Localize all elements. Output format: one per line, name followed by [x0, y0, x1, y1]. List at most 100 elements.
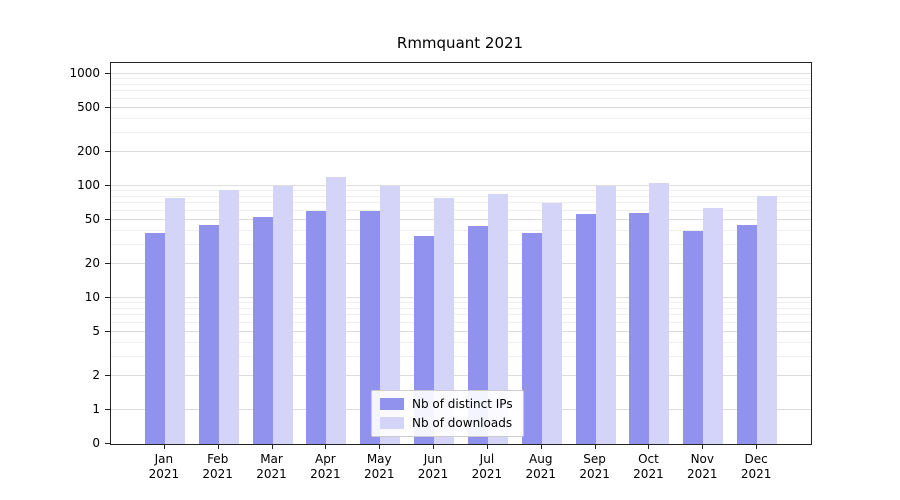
gridline-major	[111, 106, 811, 108]
y-tick-label: 10	[84, 290, 100, 304]
y-tick-label: 2	[92, 368, 100, 383]
legend-label-downloads: Nb of downloads	[412, 416, 513, 430]
bar-downloads-aug	[541, 202, 562, 444]
x-tick-label-month: Sep	[583, 452, 606, 466]
x-tick-mark	[217, 444, 219, 449]
y-tick-mark	[105, 330, 110, 332]
gridline-minor	[111, 302, 811, 304]
gridline-minor	[111, 78, 811, 80]
chart-title: Rmmquant 2021	[396, 34, 524, 52]
gridline-minor	[111, 117, 811, 119]
x-tick-label-month: Nov	[690, 452, 714, 466]
x-tick-label-year: 2021	[202, 467, 233, 481]
y-tick-label: 50	[84, 211, 100, 226]
gridline-major	[111, 263, 811, 265]
legend-swatch-downloads	[380, 417, 404, 429]
y-tick-mark	[105, 185, 110, 186]
plot-area: Nb of distinct IPs Nb of downloads	[110, 62, 812, 445]
x-tick-label: Mar 2021	[240, 452, 304, 482]
gridline-major	[111, 218, 811, 220]
x-tick-label-year: 2021	[687, 467, 718, 481]
x-tick-label: Dec 2021	[724, 452, 788, 482]
x-tick-mark	[756, 444, 758, 449]
x-tick-mark	[271, 444, 273, 449]
x-tick-label-month: Mar	[260, 452, 283, 466]
x-tick-label: Nov 2021	[670, 452, 734, 482]
x-tick-mark	[594, 444, 596, 449]
bar-downloads-may	[380, 186, 401, 444]
x-tick-label: May 2021	[347, 452, 411, 482]
bar-downloads-feb	[218, 190, 239, 444]
y-tick-mark	[105, 409, 110, 410]
x-tick-label: Jul 2021	[455, 452, 519, 482]
gridline-minor	[111, 131, 811, 133]
gridline-minor	[111, 209, 811, 211]
bar-distinct-ips-may	[360, 210, 381, 444]
y-tick-mark	[105, 106, 110, 108]
x-tick-mark	[433, 444, 435, 449]
x-tick-label: Jun 2021	[401, 452, 465, 482]
y-tick-label: 200	[77, 144, 100, 159]
x-tick-label-month: Aug	[529, 452, 553, 466]
bar-distinct-ips-aug	[521, 233, 542, 444]
x-tick-label-year: 2021	[310, 467, 341, 481]
gridline-minor	[111, 341, 811, 343]
legend-swatch-distinct-ips	[380, 398, 404, 410]
gridline-minor	[111, 307, 811, 309]
y-tick-label: 1	[92, 402, 100, 416]
bar-distinct-ips-apr	[306, 210, 327, 444]
x-tick-label: Aug 2021	[509, 452, 573, 482]
y-tick-mark	[105, 375, 110, 377]
bar-distinct-ips-feb	[198, 224, 219, 444]
y-tick-label: 5	[92, 323, 100, 338]
y-tick-label: 0	[92, 436, 100, 450]
gridline-minor	[111, 97, 811, 99]
x-tick-label-month: Jan	[154, 452, 174, 466]
gridline-major	[111, 151, 811, 153]
gridline-major	[111, 297, 811, 298]
x-tick-mark	[163, 444, 165, 449]
gridline-minor	[111, 83, 811, 85]
gridline-minor	[111, 90, 811, 92]
legend-label-distinct-ips: Nb of distinct IPs	[412, 397, 513, 411]
y-tick-mark	[105, 73, 110, 74]
bar-distinct-ips-oct	[629, 212, 650, 444]
x-tick-label-year: 2021	[363, 467, 395, 481]
bar-downloads-jun	[434, 198, 455, 444]
x-tick-label-month: Jun	[423, 452, 443, 466]
bar-distinct-ips-mar	[252, 216, 273, 444]
x-tick-label-year: 2021	[148, 467, 180, 481]
y-tick-label: 20	[84, 256, 100, 271]
x-tick-label: Apr 2021	[293, 452, 357, 482]
y-tick-mark	[105, 218, 110, 220]
bar-downloads-nov	[703, 208, 724, 444]
x-tick-label: Oct 2021	[616, 452, 680, 482]
x-tick-label: Jan 2021	[132, 452, 196, 482]
x-tick-mark	[648, 444, 650, 449]
gridline-minor	[111, 314, 811, 316]
gridline-minor	[111, 190, 811, 192]
bar-distinct-ips-sep	[575, 214, 596, 444]
bar-downloads-sep	[595, 186, 616, 444]
x-tick-label: Sep 2021	[563, 452, 627, 482]
x-tick-label-year: 2021	[579, 467, 610, 481]
gridline-minor	[111, 321, 811, 323]
x-tick-label-month: Apr	[314, 452, 336, 466]
x-tick-label-month: Jul	[479, 452, 495, 466]
gridline-minor	[111, 195, 811, 197]
bar-distinct-ips-nov	[683, 230, 704, 444]
gridline-major	[111, 375, 811, 377]
x-tick-mark	[540, 444, 542, 449]
x-tick-label: Feb 2021	[186, 452, 250, 482]
legend-item-downloads: Nb of downloads	[380, 416, 513, 430]
bar-downloads-apr	[326, 177, 347, 444]
gridline-minor	[111, 355, 811, 357]
bar-distinct-ips-dec	[737, 224, 758, 444]
gridline-major	[111, 185, 811, 186]
x-tick-label-month: May	[366, 452, 392, 466]
gridline-major	[111, 330, 811, 332]
y-tick-label: 1000	[69, 66, 100, 80]
gridline-minor	[111, 202, 811, 204]
bar-downloads-mar	[272, 186, 293, 444]
